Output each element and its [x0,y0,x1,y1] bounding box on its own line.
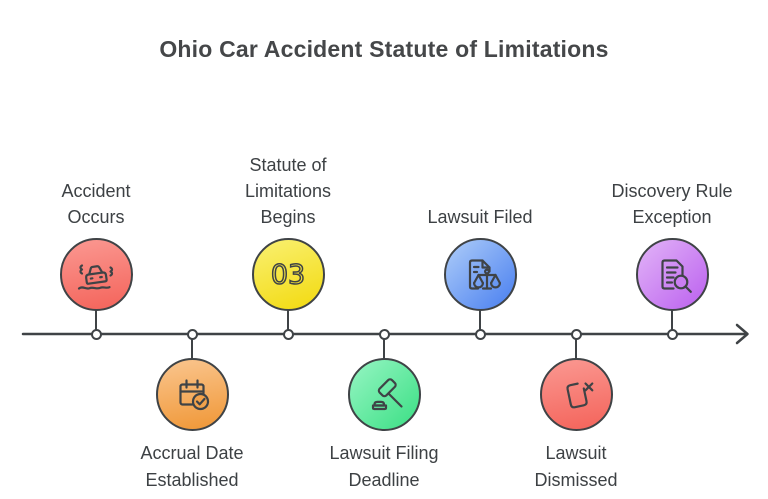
timeline-label-discovery-rule: Discovery Rule Exception [611,181,733,227]
timeline-dot [282,328,294,340]
timeline-dot [666,328,678,340]
timeline-label-filing-deadline: Lawsuit Filing Deadline [329,443,439,490]
timeline-node-filing-deadline [347,357,421,431]
connector-line [190,334,194,360]
timeline-node-accrual-date [155,357,229,431]
timeline-label-statute-begins: Statute of Limitations Begins [244,155,332,227]
gavel-icon [371,378,403,411]
timeline-node-discovery-rule [635,237,709,311]
timeline-dot [378,328,390,340]
timeline-node-lawsuit-dismissed [539,357,613,431]
calendar-check-icon [179,379,210,411]
connector-line [382,334,386,360]
timeline-node-statute-begins: 03 [251,237,325,311]
timeline-dot [186,328,198,340]
timeline-dot [474,328,486,340]
connector-line [478,307,482,335]
arrow-right-icon [735,323,749,345]
connector-line [574,334,578,360]
document-search-icon [661,259,692,293]
timeline-label-lawsuit-filed: Lawsuit Filed [427,207,533,227]
timeline-label-accrual-date: Accrual Date Established [140,443,244,490]
timeline-label-accident-occurs: Accident Occurs [61,181,131,227]
timeline-node-lawsuit-filed [443,237,517,311]
timeline-label-lawsuit-dismissed: Lawsuit Dismissed [534,443,618,490]
number-03-badge: 03 [270,259,306,292]
connector-line [94,307,98,335]
car-crash-icon [77,264,114,290]
timeline-dot [90,328,102,340]
connector-line [670,307,674,335]
svg-text:03: 03 [271,260,305,291]
timeline-dot [570,328,582,340]
document-x-icon [566,382,594,409]
connector-line [286,307,290,335]
document-scales-icon [468,259,501,290]
page-title: Ohio Car Accident Statute of Limitations [159,36,609,62]
timeline-node-accident-occurs [59,237,133,311]
